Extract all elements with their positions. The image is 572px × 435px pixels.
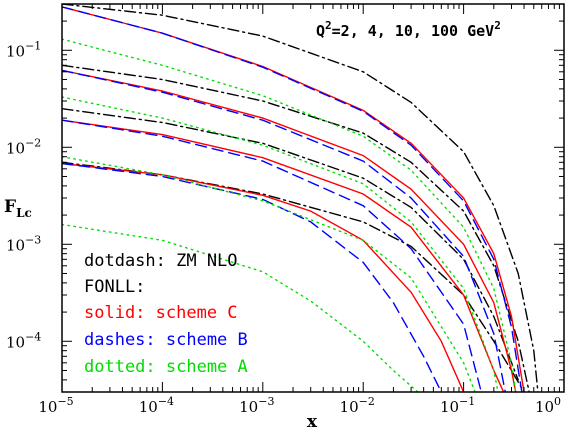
x-axis-title: x (307, 412, 318, 432)
x-tick-label: 10−3 (239, 395, 274, 416)
x-tick-label: 10−4 (139, 395, 174, 416)
curve-q2-100-dotted (62, 38, 517, 392)
legend-item-dotdash: dotdash: ZM NLO (84, 251, 238, 271)
y-axis-title: FLc (4, 197, 32, 220)
q2-annotation: Q2=2, 4, 10, 100 GeV2 (316, 19, 501, 40)
q2-annotation-unit-sup: 2 (494, 19, 501, 32)
x-tick-label: 100 (535, 395, 561, 416)
curve-q2-4-dashdot (62, 108, 519, 381)
curve-q2-100-dashed (62, 6, 523, 392)
x-tick-label: 10−1 (440, 395, 475, 416)
curve-q2-10-dotted (62, 96, 499, 392)
legend-item-solid: solid: scheme C (84, 303, 238, 323)
legend: dotdash: ZM NLO FONLL: solid: scheme C d… (84, 251, 248, 377)
q2-annotation-q: Q (316, 22, 325, 40)
curve-q2-10-dashdot (62, 64, 530, 392)
y-tick-label: 10−3 (6, 233, 41, 254)
y-tick-label: 10−1 (6, 39, 41, 60)
curves-layer (62, 4, 539, 392)
curve-q2-10-dashed (62, 69, 506, 392)
curve-q2-2-dotted (62, 223, 419, 392)
x-tick-label: 10−2 (340, 395, 375, 416)
y-tick-label: 10−4 (6, 330, 41, 351)
curve-q2-10-solid (62, 69, 517, 392)
y-tick-label: 10−2 (6, 136, 41, 157)
curve-q2-2-dashed (62, 162, 442, 392)
curve-q2-4-dashed (62, 119, 482, 392)
x-tick-label: 10−5 (38, 395, 73, 416)
curve-q2-2-solid (62, 162, 465, 392)
legend-item-dashes: dashes: scheme B (84, 330, 248, 350)
axis-ticks (61, 4, 564, 393)
axis-tick-labels: 10−5 10−4 10−3 10−2 10−1 100 10−4 10−3 10−2 10−1 (6, 39, 561, 416)
q2-annotation-sup: 2 (325, 19, 332, 32)
legend-item-fonll: FONLL: (84, 277, 145, 297)
q2-annotation-values: =2, 4, 10, 100 GeV (332, 22, 495, 40)
y-axis-title-subscript: Lc (16, 206, 32, 220)
legend-item-dotted: dotted: scheme A (84, 357, 248, 377)
curve-q2-4-dotted (62, 156, 476, 392)
curve-q2-100-dashdot (62, 4, 539, 392)
y-axis-title-main: F (4, 197, 16, 217)
